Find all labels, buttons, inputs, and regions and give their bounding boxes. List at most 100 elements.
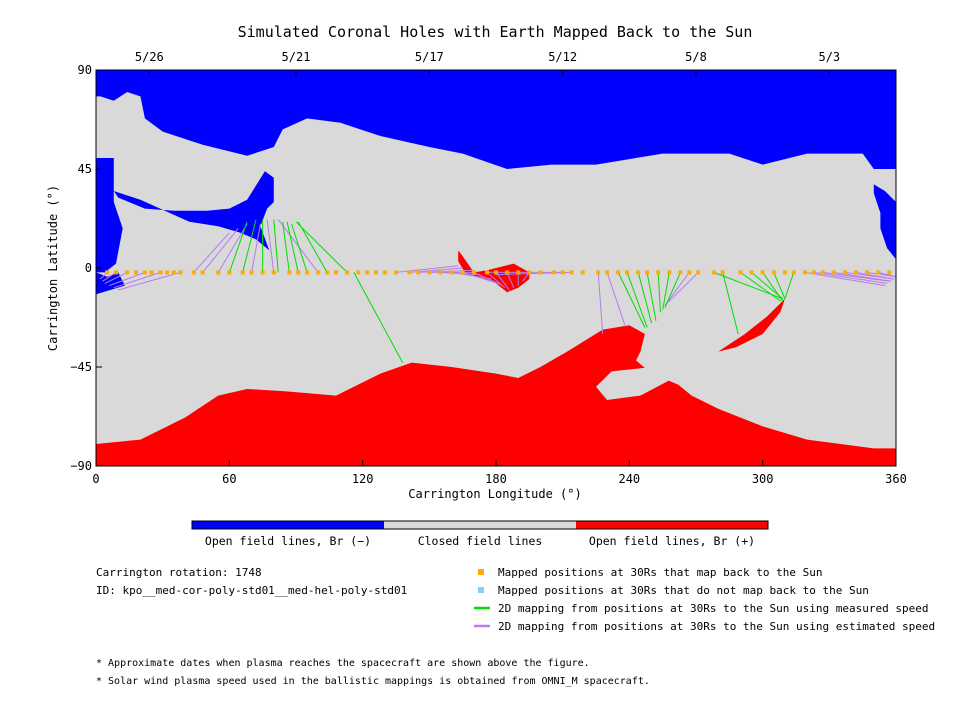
measured-mapping-line bbox=[722, 272, 739, 335]
date-axis-ticks: 5/26 5/21 5/17 5/12 5/8 5/3 bbox=[135, 50, 840, 76]
chart-title: Simulated Coronal Holes with Earth Mappe… bbox=[238, 23, 753, 41]
mapped-footpoint bbox=[394, 270, 398, 275]
estimated-mapping-line bbox=[109, 271, 146, 287]
footnote-speed: * Solar wind plasma speed used in the ba… bbox=[96, 676, 650, 687]
y-tick-label: −45 bbox=[70, 360, 92, 374]
legend: Mapped positions at 30Rs that map back t… bbox=[474, 566, 935, 633]
estimated-mapping-line bbox=[251, 223, 261, 273]
mapped-footpoint bbox=[287, 270, 292, 275]
mapped-footpoint bbox=[887, 270, 892, 275]
legend-swatch bbox=[478, 587, 484, 593]
mapped-footpoint bbox=[485, 270, 490, 275]
mapped-footpoint bbox=[636, 270, 641, 275]
estimated-mapping-line bbox=[666, 272, 699, 304]
mapped-footpoint bbox=[605, 270, 610, 275]
estimated-mapping-line bbox=[104, 271, 128, 284]
mapped-footpoint bbox=[696, 270, 701, 275]
estimated-mapping-line bbox=[118, 271, 181, 291]
colorbar-frame bbox=[191, 520, 769, 530]
mapped-footpoint bbox=[811, 270, 816, 275]
estimated-mapping-line bbox=[813, 271, 888, 284]
date-tick-label: 5/8 bbox=[685, 50, 707, 64]
mapped-footpoint bbox=[760, 270, 765, 275]
mapped-footpoint bbox=[596, 270, 601, 275]
measured-mapping-line bbox=[762, 272, 784, 302]
legend-label: 2D mapping from positions at 30Rs to the… bbox=[498, 620, 935, 633]
measured-mapping-line bbox=[353, 272, 404, 363]
mapped-footpoint bbox=[142, 270, 147, 275]
mapped-footpoint bbox=[505, 270, 510, 275]
mapped-footpoint bbox=[427, 270, 432, 275]
legend-label: Mapped positions at 30Rs that do not map… bbox=[498, 584, 869, 597]
colorbar-segment bbox=[576, 521, 768, 529]
estimated-mapping-line bbox=[506, 272, 515, 288]
estimated-mapping-line bbox=[193, 232, 230, 273]
x-tick-label: 0 bbox=[92, 472, 99, 486]
mapped-footpoint bbox=[165, 270, 170, 275]
estimated-mapping-line bbox=[664, 272, 690, 306]
model-id-label: ID: kpo__med-cor-poly-std01__med-hel-pol… bbox=[96, 584, 407, 597]
colorbar-segment bbox=[192, 521, 384, 529]
mapped-footpoint bbox=[365, 270, 370, 275]
date-tick-label: 5/17 bbox=[415, 50, 444, 64]
estimated-mapping-line bbox=[217, 223, 248, 273]
mapped-footpoint bbox=[667, 270, 672, 275]
mapped-footpoint bbox=[200, 270, 205, 275]
mapped-footpoint bbox=[216, 270, 221, 275]
mapped-footpoint bbox=[325, 270, 330, 275]
date-tick-label: 5/12 bbox=[548, 50, 577, 64]
estimated-mapping-line bbox=[606, 272, 626, 326]
measured-mapping-line bbox=[297, 221, 328, 273]
mapped-footpoint bbox=[260, 270, 265, 275]
estimated-mapping-line bbox=[486, 272, 506, 289]
date-tick-label: 5/21 bbox=[282, 50, 311, 64]
measured-mapping-line bbox=[784, 272, 795, 299]
measured-mapping-line bbox=[626, 272, 648, 328]
mapped-footpoint bbox=[782, 270, 787, 275]
mapped-footpoint bbox=[771, 270, 776, 275]
measured-mapping-line bbox=[228, 221, 248, 273]
footnote-dates: * Approximate dates when plasma reaches … bbox=[96, 658, 590, 669]
x-tick-label: 120 bbox=[352, 472, 374, 486]
estimated-mapping-line bbox=[462, 271, 499, 284]
estimated-mapping-line bbox=[597, 272, 604, 335]
coronal-hole-east-hole bbox=[873, 184, 896, 260]
mapped-footpoint bbox=[105, 270, 110, 275]
mapped-footpoint bbox=[687, 270, 692, 275]
measured-mapping-line bbox=[295, 221, 348, 273]
mapped-footpoint bbox=[449, 270, 454, 275]
colorbar: Open field lines, Br (−) Closed field lin… bbox=[191, 520, 769, 548]
mapped-footpoint bbox=[645, 270, 650, 275]
mapped-footpoint bbox=[382, 270, 387, 275]
estimated-mapping-line bbox=[878, 271, 897, 278]
measured-mapping-line bbox=[740, 271, 781, 302]
mapped-footpoint bbox=[516, 270, 521, 275]
measured-mapping-line bbox=[617, 272, 646, 328]
y-tick-label: 0 bbox=[85, 261, 92, 275]
mapped-footpoint bbox=[656, 270, 661, 275]
mapped-footpoint bbox=[820, 270, 825, 275]
mapped-footpoint bbox=[720, 270, 725, 275]
mapped-footpoint bbox=[334, 270, 338, 275]
y-axis-ticks: 90 45 0 −45 −90 bbox=[70, 63, 102, 473]
colorbar-label: Closed field lines bbox=[418, 534, 543, 548]
colorbar-label: Open field lines, Br (+) bbox=[589, 534, 755, 548]
x-axis-ticks: 0 60 120 180 240 300 360 bbox=[92, 460, 907, 486]
mapped-footpoint bbox=[249, 270, 254, 275]
mapped-footpoint bbox=[865, 270, 870, 275]
mapped-footpoint bbox=[711, 270, 716, 275]
mapped-footpoint bbox=[842, 270, 847, 275]
mapped-footpoint bbox=[749, 270, 754, 275]
mapped-footpoint bbox=[240, 270, 245, 275]
estimated-mapping-line bbox=[202, 228, 239, 273]
mapped-footpoint bbox=[271, 270, 276, 275]
colorbar-segment bbox=[384, 521, 576, 529]
mapped-footpoint bbox=[356, 270, 361, 275]
estimated-mapping-line bbox=[113, 271, 161, 289]
x-tick-label: 240 bbox=[618, 472, 640, 486]
estimated-mapping-line bbox=[473, 271, 503, 287]
mapped-footpoint bbox=[876, 270, 881, 275]
mapped-footpoint bbox=[125, 270, 130, 275]
measured-mapping-line bbox=[242, 219, 257, 273]
